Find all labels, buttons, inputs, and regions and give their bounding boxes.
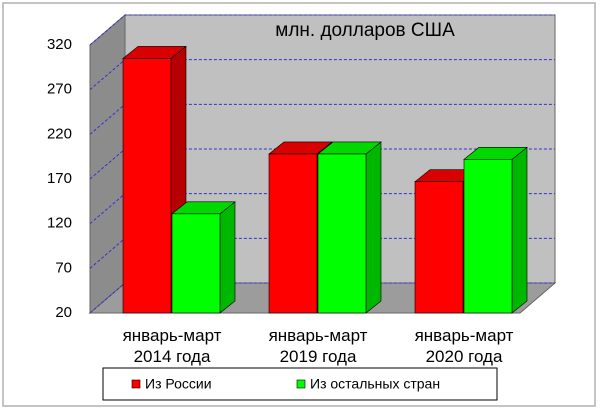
legend-label: Из России xyxy=(145,376,212,392)
bar xyxy=(414,181,464,314)
y-tick-label: 220 xyxy=(47,125,72,142)
y-tick-label: 170 xyxy=(47,170,72,187)
x-tick-label: январь-март 2020 года xyxy=(414,326,514,366)
bar xyxy=(268,153,318,314)
grid-line xyxy=(89,14,555,46)
x-tick-label: январь-март 2019 года xyxy=(268,326,368,366)
y-tick-label: 320 xyxy=(47,36,72,53)
chart-title: млн. долларов США xyxy=(275,20,455,41)
y-tick-label: 120 xyxy=(47,215,72,232)
bar xyxy=(463,159,513,314)
bar xyxy=(171,213,221,314)
y-tick-label: 270 xyxy=(47,81,72,98)
bar-side xyxy=(511,146,528,314)
bar xyxy=(122,58,172,314)
legend-swatch xyxy=(296,379,306,389)
y-tick-label: 20 xyxy=(55,304,72,321)
legend-swatch xyxy=(131,379,141,389)
bar-side xyxy=(365,141,382,314)
legend-label: Из остальных стран xyxy=(310,376,440,392)
bar-side xyxy=(219,201,236,314)
bar xyxy=(317,153,367,314)
y-tick-label: 70 xyxy=(55,259,72,276)
left-wall xyxy=(89,13,126,315)
x-tick-label: январь-март 2014 года xyxy=(122,326,222,366)
